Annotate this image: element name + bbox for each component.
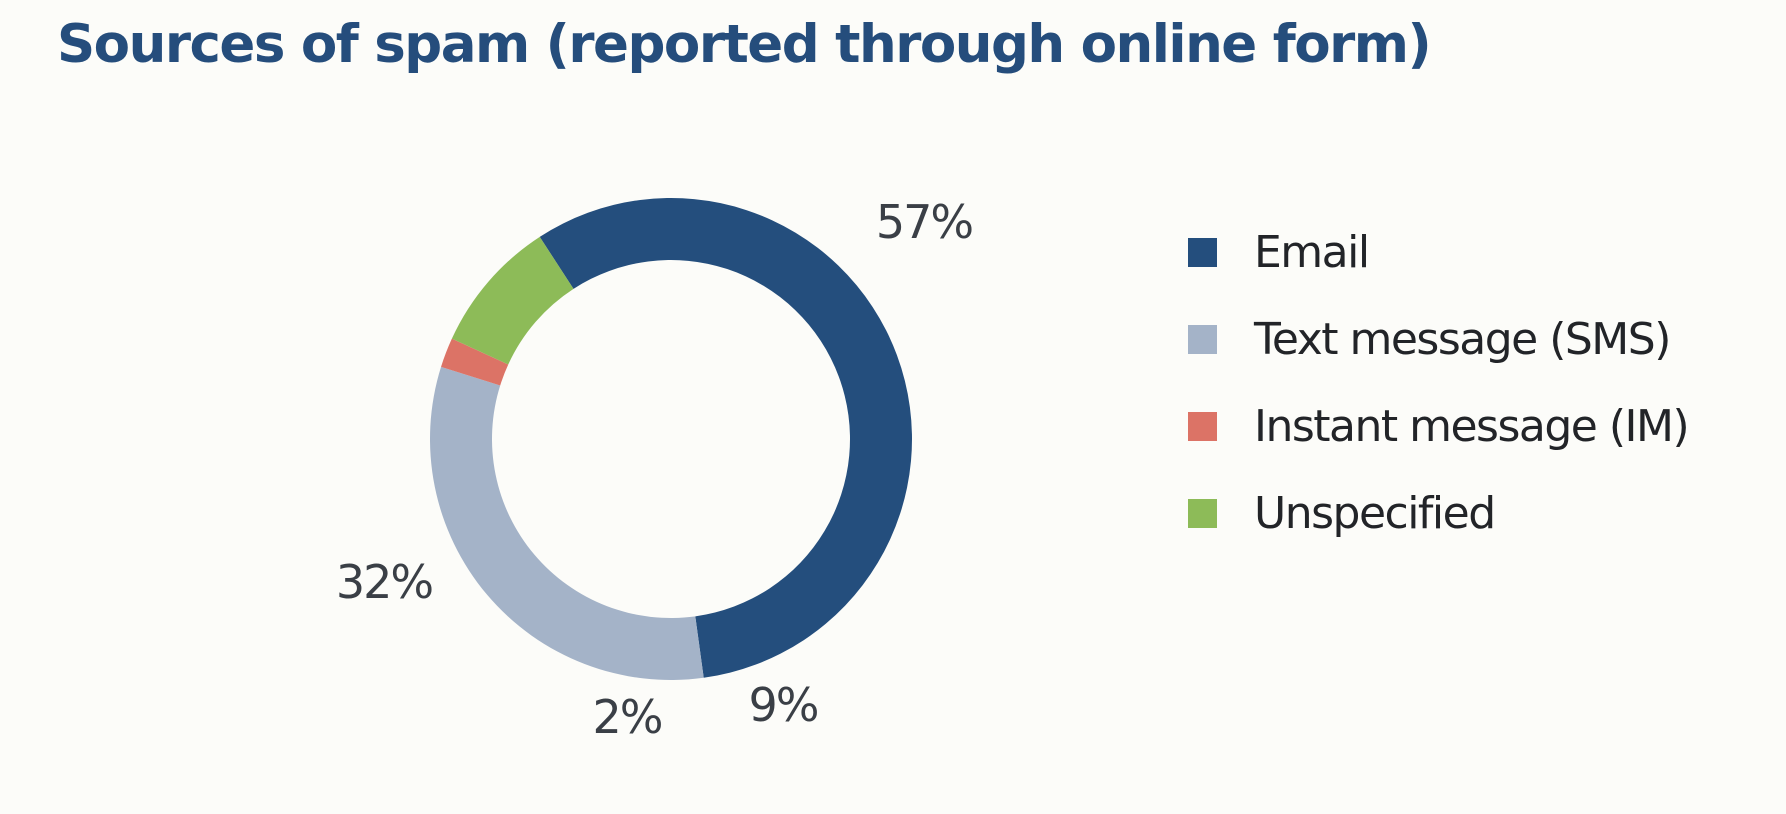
legend-label-email: Email (1254, 226, 1370, 278)
legend-item-im: Instant message (IM) (1188, 396, 1690, 456)
legend-swatch-sms (1188, 324, 1217, 354)
data-label-unspecified: 9% (749, 678, 818, 732)
legend-item-sms: Text message (SMS) (1188, 309, 1671, 369)
donut-slice-unspecified (451, 236, 574, 365)
legend-label-unspecified: Unspecified (1254, 487, 1496, 539)
legend-label-im: Instant message (IM) (1254, 400, 1690, 452)
donut-slice-email (539, 197, 913, 678)
legend-label-sms: Text message (SMS) (1254, 313, 1671, 365)
legend-swatch-im (1188, 411, 1217, 441)
data-label-email: 57% (876, 195, 973, 249)
legend-item-email: Email (1188, 222, 1370, 282)
legend-item-unspecified: Unspecified (1188, 483, 1496, 543)
chart-title: Sources of spam (reported through online… (57, 14, 1432, 75)
data-label-im: 2% (593, 690, 662, 744)
legend-swatch-email (1188, 237, 1217, 267)
donut-slice-sms (429, 366, 704, 680)
donut-slice-im (441, 338, 509, 386)
data-label-sms: 32% (336, 555, 433, 609)
legend-swatch-unspecified (1188, 498, 1217, 528)
